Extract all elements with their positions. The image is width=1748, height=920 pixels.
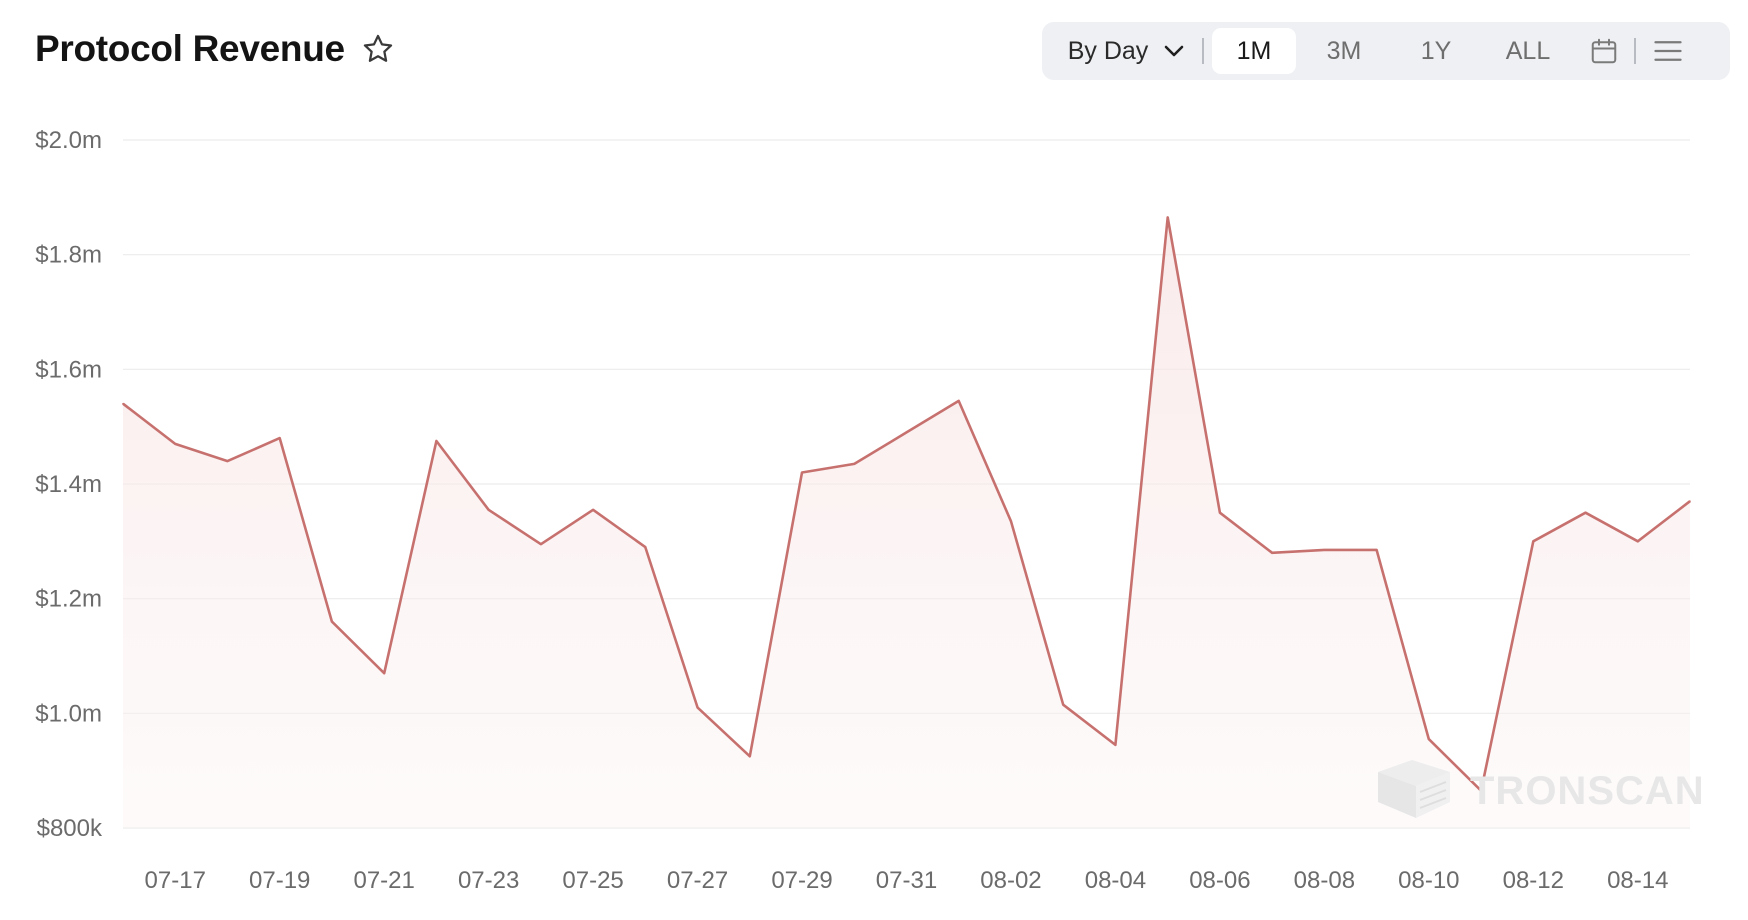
x-tick-label: 07-27: [667, 867, 728, 894]
x-tick-label: 08-12: [1503, 867, 1564, 894]
range-tab-all[interactable]: ALL: [1505, 36, 1551, 65]
granularity-dropdown[interactable]: By Day: [1042, 28, 1202, 74]
data-point: [1219, 511, 1221, 514]
data-point: [540, 543, 542, 545]
data-point: [226, 460, 229, 462]
x-tick-label: 08-08: [1294, 867, 1355, 894]
data-point: [278, 437, 281, 439]
range-tab-1m[interactable]: 1M: [1212, 28, 1296, 74]
data-point: [801, 471, 803, 474]
calendar-button[interactable]: [1574, 28, 1634, 74]
y-tick-label: $1.2m: [35, 586, 102, 613]
data-point: [749, 755, 751, 758]
x-tick-label: 07-25: [562, 867, 623, 894]
x-tick-label: 08-04: [1085, 867, 1146, 894]
data-point: [331, 620, 333, 623]
y-tick-label: $800k: [37, 815, 103, 842]
data-point: [696, 706, 699, 709]
watermark-text: TRONSCAN: [1470, 769, 1705, 813]
chevron-down-icon: [1164, 45, 1184, 57]
data-point: [487, 509, 490, 511]
data-point: [1062, 703, 1064, 706]
data-point: [1375, 549, 1378, 551]
data-point: [1532, 540, 1535, 543]
y-tick-label: $1.0m: [35, 700, 102, 727]
toolbar-divider: [1202, 38, 1204, 64]
chart-header: Protocol Revenue By Day 1M 3M 1Y ALL: [0, 0, 1748, 110]
data-point: [1584, 511, 1587, 514]
page-title: Protocol Revenue: [35, 28, 345, 69]
x-tick-label: 07-17: [145, 867, 206, 894]
x-axis: 07-17 07-19 07-21 07-23 07-25 07-27 07-29 07-31…: [145, 867, 1669, 894]
data-point: [1428, 738, 1430, 740]
data-point: [905, 431, 908, 434]
data-point: [853, 463, 856, 465]
menu-icon: [1654, 41, 1682, 61]
chart-toolbar: By Day 1M 3M 1Y ALL: [1042, 22, 1730, 80]
y-tick-label: $2.0m: [35, 127, 102, 154]
data-point: [1323, 549, 1326, 551]
menu-button[interactable]: [1636, 28, 1700, 74]
watermark-logo-icon: [1378, 760, 1450, 818]
data-point: [1010, 520, 1012, 523]
x-tick-label: 08-10: [1398, 867, 1459, 894]
y-tick-label: $1.4m: [35, 471, 102, 498]
calendar-icon: [1591, 38, 1617, 64]
x-tick-label: 08-02: [980, 867, 1041, 894]
range-tab-1y[interactable]: 1Y: [1420, 36, 1452, 65]
x-tick-label: 07-31: [876, 867, 937, 894]
data-point: [592, 509, 594, 511]
x-tick-label: 07-21: [353, 867, 414, 894]
data-point: [1271, 552, 1273, 554]
x-tick-label: 08-14: [1607, 867, 1668, 894]
star-icon[interactable]: [361, 32, 395, 66]
data-point: [957, 400, 960, 402]
y-tick-label: $1.8m: [35, 242, 102, 269]
x-tick-label: 07-29: [771, 867, 832, 894]
data-points: [122, 216, 1691, 792]
y-axis: $800k $1.0m $1.2m $1.4m $1.6m $1.8m $2.0m: [35, 127, 103, 842]
x-tick-label: 07-23: [458, 867, 519, 894]
data-point: [122, 402, 124, 405]
range-tab-3m[interactable]: 3M: [1326, 36, 1362, 65]
data-point: [1114, 744, 1117, 746]
data-point: [644, 546, 647, 548]
granularity-label: By Day: [1067, 36, 1149, 65]
data-point: [1480, 789, 1482, 792]
x-tick-label: 08-06: [1189, 867, 1250, 894]
data-point: [1166, 216, 1169, 219]
title-group: Protocol Revenue: [35, 28, 395, 70]
series-area: [123, 217, 1690, 828]
data-point: [435, 440, 438, 442]
x-tick-label: 07-19: [249, 867, 310, 894]
data-point: [1636, 540, 1639, 543]
data-point: [174, 443, 177, 445]
data-point: [1689, 500, 1691, 503]
y-tick-label: $1.6m: [35, 356, 102, 383]
data-point: [383, 672, 385, 674]
toolbar-divider: [1634, 38, 1636, 64]
watermark: TRONSCAN: [1378, 760, 1705, 818]
